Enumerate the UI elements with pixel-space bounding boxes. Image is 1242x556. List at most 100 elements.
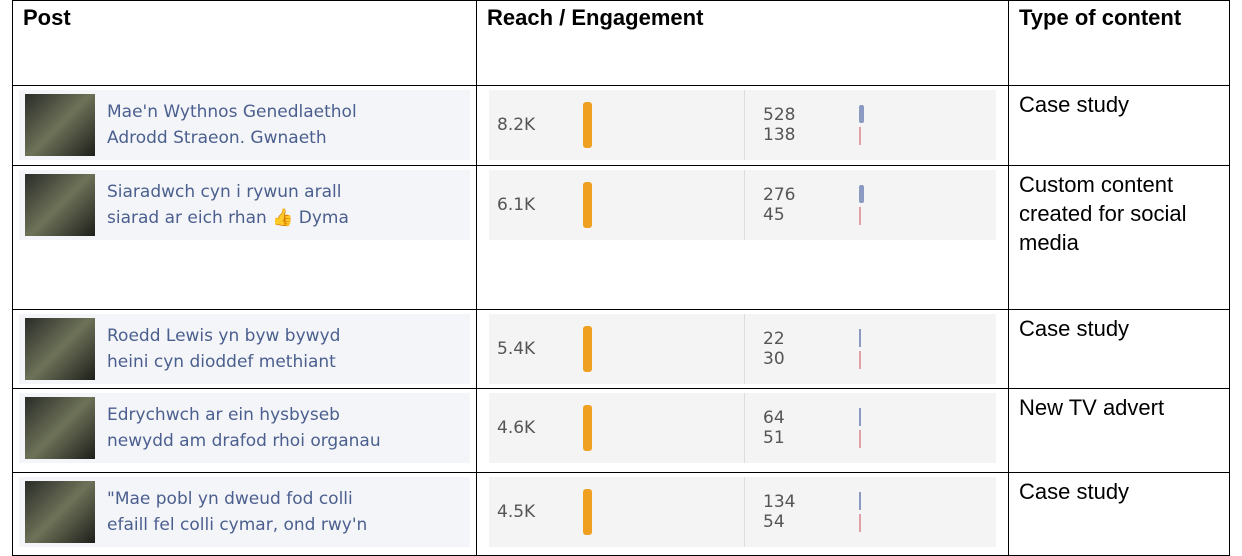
engagement-value: 528 xyxy=(763,105,859,125)
engagement-bar xyxy=(859,329,861,347)
reach: 6.1K xyxy=(489,170,745,240)
reach-value: 5.4K xyxy=(489,339,583,359)
engagement-bars xyxy=(859,492,861,532)
type-cell: New TV advert xyxy=(1009,389,1230,473)
engagement-bars xyxy=(859,408,861,448)
post-line: siarad ar eich rhan 👍 Dyma xyxy=(107,205,349,231)
reach-value: 4.6K xyxy=(489,418,583,438)
engagement-bar xyxy=(859,492,861,510)
reach-bar xyxy=(583,489,592,535)
engagement-bar xyxy=(859,127,861,145)
engagement-value: 30 xyxy=(763,349,859,369)
engagement-value: 134 xyxy=(763,492,859,512)
page: Post Reach / Engagement Type of content … xyxy=(0,0,1242,553)
post-line: Adrodd Straeon. Gwnaeth xyxy=(107,125,357,151)
engagement-value: 64 xyxy=(763,408,859,428)
post-line: Edrychwch ar ein hysbyseb xyxy=(107,402,381,428)
thumbnail xyxy=(25,318,95,380)
reach: 5.4K xyxy=(489,314,745,384)
thumbnail xyxy=(25,94,95,156)
header-post: Post xyxy=(13,1,477,86)
reach-bar xyxy=(583,182,592,228)
post-line: Roedd Lewis yn byw bywyd xyxy=(107,323,340,349)
reach: 8.2K xyxy=(489,90,745,160)
post-line: Mae'n Wythnos Genedlaethol xyxy=(107,99,357,125)
engagement-bar xyxy=(859,514,861,532)
header-reach: Reach / Engagement xyxy=(477,1,1009,86)
post-line: newydd am drafod rhoi organau xyxy=(107,428,381,454)
header-row: Post Reach / Engagement Type of content xyxy=(13,1,1230,86)
post-line: "Mae pobl yn dweud fod colli xyxy=(107,486,367,512)
engagement-bar xyxy=(859,105,864,123)
reach: 4.5K xyxy=(489,477,745,547)
thumbnail xyxy=(25,397,95,459)
engagement-value: 276 xyxy=(763,185,859,205)
reach-bar xyxy=(583,102,592,148)
reach-value: 4.5K xyxy=(489,502,583,522)
engagement-value: 22 xyxy=(763,329,859,349)
engagement-bars xyxy=(859,185,864,225)
engagement-bar xyxy=(859,430,861,448)
engagement-value: 45 xyxy=(763,205,859,225)
engagement-bar xyxy=(859,351,861,369)
engagement-value: 54 xyxy=(763,512,859,532)
type-cell: Case study xyxy=(1009,310,1230,389)
engagement-bar xyxy=(859,185,864,203)
content-table: Post Reach / Engagement Type of content … xyxy=(12,0,1230,556)
thumbnail xyxy=(25,174,95,236)
thumbnail xyxy=(25,481,95,543)
reach: 4.6K xyxy=(489,393,745,463)
type-cell: Case study xyxy=(1009,473,1230,556)
type-cell: Custom content created for social media xyxy=(1009,166,1230,310)
reach-value: 6.1K xyxy=(489,195,583,215)
engagement-bars xyxy=(859,105,864,145)
reach-bar xyxy=(583,326,592,372)
post-line: heini cyn dioddef methiant xyxy=(107,349,340,375)
type-cell: Case study xyxy=(1009,86,1230,166)
header-type: Type of content xyxy=(1009,1,1230,86)
post-line: Siaradwch cyn i rywun arall xyxy=(107,179,349,205)
reach-value: 8.2K xyxy=(489,115,583,135)
engagement-value: 51 xyxy=(763,428,859,448)
reach-bar xyxy=(583,405,592,451)
